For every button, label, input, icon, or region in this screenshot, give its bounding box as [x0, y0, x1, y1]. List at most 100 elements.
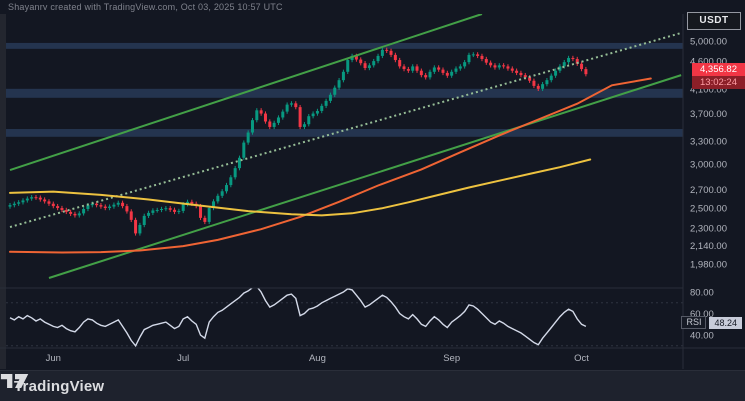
candlestick-series: [8, 47, 588, 236]
rsi-value: 48.24: [709, 316, 742, 329]
candle-body: [233, 168, 237, 178]
candle-body: [268, 121, 272, 127]
candle-body: [415, 66, 419, 71]
candle-body: [372, 61, 376, 66]
candle-body: [428, 71, 432, 78]
time-axis-label: Jul: [177, 353, 189, 364]
candle-body: [307, 116, 311, 125]
rsi-axis-label: 60.00: [690, 309, 714, 320]
candle-body: [302, 124, 306, 127]
candle-body: [393, 54, 397, 61]
candle-body: [493, 65, 497, 68]
candle-body: [90, 203, 94, 206]
candle-body: [250, 120, 254, 133]
candle-body: [346, 60, 350, 72]
overlay-lines: [9, 14, 682, 279]
candle-body: [541, 84, 545, 89]
candle-body: [60, 208, 64, 210]
time-axis-label: Sep: [443, 353, 460, 364]
tradingview-logo[interactable]: TradingView: [0, 373, 104, 395]
candle-body: [398, 60, 402, 67]
price-axis-label: 2,300.00: [690, 224, 727, 235]
candle-body: [160, 208, 164, 210]
candle-body: [320, 105, 324, 111]
candle-body: [125, 206, 129, 212]
candle-body: [333, 87, 337, 95]
candle-body: [575, 59, 579, 64]
time-axis-label: Oct: [574, 353, 589, 364]
price-band: [6, 129, 683, 137]
channel-upper-line[interactable]: [9, 14, 483, 171]
candle-body: [523, 75, 527, 78]
time-axis[interactable]: Jun Jul Aug Sep Oct: [46, 353, 590, 364]
candle-body: [285, 104, 289, 112]
candle-body: [21, 200, 25, 203]
candle-body: [445, 72, 449, 76]
price-axis-label: 2,140.00: [690, 241, 727, 252]
candle-body: [476, 54, 480, 56]
channel-lower-line[interactable]: [48, 74, 682, 279]
candle-body: [515, 70, 519, 73]
candle-body: [510, 68, 514, 71]
candle-body: [272, 122, 276, 127]
candle-body: [177, 210, 181, 212]
candle-body: [242, 142, 246, 158]
candle-body: [43, 199, 47, 202]
candle-body: [385, 49, 389, 51]
rsi-axis-label: 80.00: [690, 288, 714, 299]
candle-body: [337, 80, 341, 88]
candle-body: [549, 75, 553, 81]
candle-body: [134, 219, 138, 234]
rsi-label: RSI: [681, 316, 707, 329]
candle-body: [246, 132, 250, 143]
candle-body: [402, 66, 406, 70]
candle-body: [155, 209, 159, 211]
chart-plot-area[interactable]: [0, 14, 683, 348]
candle-body: [532, 80, 536, 86]
candle-body: [311, 113, 315, 117]
candle-body: [324, 100, 328, 106]
left-edge-strip: [0, 14, 6, 369]
candle-body: [567, 57, 571, 63]
candle-body: [116, 202, 120, 205]
candle-body: [424, 75, 428, 78]
dotted-trendline[interactable]: [9, 31, 682, 229]
price-axis-label: 4,600.00: [690, 57, 727, 68]
candle-body: [151, 210, 155, 213]
time-axis-label: Jun: [46, 353, 61, 364]
candle-body: [38, 197, 42, 200]
candle-body: [95, 203, 99, 206]
price-axis-label: 3,300.00: [690, 137, 727, 148]
candle-body: [354, 55, 358, 60]
candle-body: [276, 117, 280, 123]
candle-body: [281, 111, 285, 118]
candle-body: [419, 70, 423, 76]
last-price-value: 4,356.82: [692, 63, 745, 76]
candle-body: [458, 66, 462, 69]
price-band: [6, 88, 683, 98]
price-band: [6, 42, 683, 49]
candle-body: [168, 208, 172, 210]
candle-body: [558, 66, 562, 71]
candle-body: [432, 67, 436, 72]
candle-body: [229, 177, 233, 186]
candle-body: [580, 63, 584, 70]
price-axis[interactable]: 5,000.00 4,600.00 4,100.00 3,700.00 3,300.00…: [690, 37, 727, 342]
candle-body: [121, 202, 125, 207]
candle-body: [441, 69, 445, 73]
candle-body: [69, 211, 73, 214]
candle-body: [99, 205, 103, 207]
attribution-text: Shayanrv created with TradingView.com, O…: [8, 2, 283, 12]
candle-body: [467, 54, 471, 63]
candle-body: [25, 198, 29, 201]
candle-body: [108, 206, 112, 209]
candle-body: [216, 195, 220, 202]
candle-body: [380, 49, 384, 56]
candle-body: [207, 208, 211, 222]
price-axis-label: 3,000.00: [690, 160, 727, 171]
candle-body: [73, 213, 77, 216]
candle-body: [17, 202, 21, 204]
candle-body: [212, 201, 216, 209]
candle-body: [77, 213, 81, 216]
